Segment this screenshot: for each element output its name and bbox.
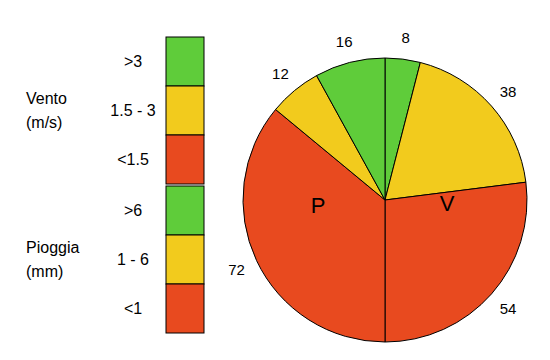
svg-text:(m/s): (m/s) — [26, 114, 62, 131]
svg-text:Pioggia: Pioggia — [26, 239, 79, 256]
svg-text:72: 72 — [228, 261, 245, 278]
svg-text:8: 8 — [401, 29, 409, 46]
svg-text:38: 38 — [500, 83, 517, 100]
svg-text:>6: >6 — [124, 202, 142, 219]
svg-text:Vento: Vento — [26, 90, 67, 107]
svg-text:16: 16 — [336, 33, 353, 50]
svg-text:(mm): (mm) — [26, 263, 63, 280]
svg-text:P: P — [311, 193, 326, 218]
svg-text:54: 54 — [500, 300, 517, 317]
svg-text:1 - 6: 1 - 6 — [117, 251, 149, 268]
svg-text:1.5 - 3: 1.5 - 3 — [110, 102, 155, 119]
svg-text:>3: >3 — [124, 53, 142, 70]
svg-text:V: V — [440, 191, 455, 216]
svg-text:<1: <1 — [124, 300, 142, 317]
svg-text:12: 12 — [272, 65, 289, 82]
svg-text:<1.5: <1.5 — [117, 151, 149, 168]
